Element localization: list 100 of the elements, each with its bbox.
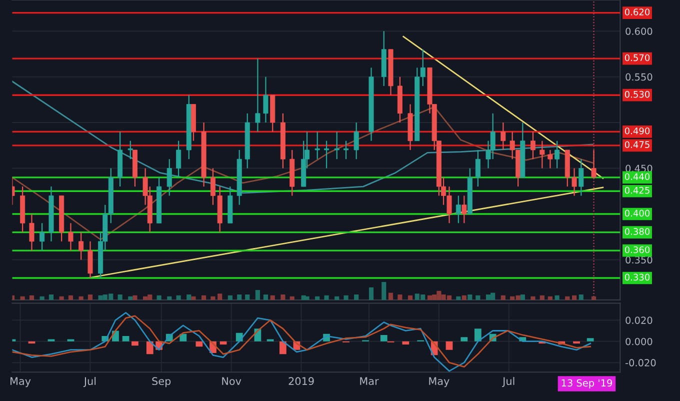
candlestick xyxy=(578,158,584,196)
candlestick xyxy=(344,140,349,160)
candlestick xyxy=(128,140,133,160)
y-tick-label: 0.020 xyxy=(626,316,652,324)
bar xyxy=(279,341,286,354)
candlestick xyxy=(324,140,330,169)
bar xyxy=(402,341,410,345)
bar xyxy=(474,328,482,342)
x-tick-label: Jul xyxy=(502,376,514,387)
bar xyxy=(245,294,250,300)
bar xyxy=(156,295,162,300)
bar xyxy=(380,334,388,342)
ref-line-label: 0.475 xyxy=(624,141,650,148)
bar xyxy=(578,294,584,300)
bar xyxy=(427,295,432,300)
bar xyxy=(460,337,468,342)
ref-line-label: 0.570 xyxy=(624,54,650,62)
bar xyxy=(398,294,402,300)
bar xyxy=(143,296,148,300)
ref-line-label: 0.400 xyxy=(624,210,650,217)
candlestick xyxy=(255,58,260,132)
candlestick xyxy=(29,213,34,252)
bar xyxy=(462,295,466,300)
candlestick xyxy=(263,76,268,124)
candlestick xyxy=(591,149,596,178)
ref-line-label: 0.330 xyxy=(624,274,650,281)
bar xyxy=(280,294,286,300)
bar xyxy=(88,294,93,300)
bar xyxy=(128,296,133,300)
candlestick xyxy=(456,195,461,224)
bar xyxy=(586,338,594,342)
bar xyxy=(132,341,138,346)
bar xyxy=(565,296,570,300)
bar xyxy=(146,341,154,354)
bar xyxy=(334,296,340,300)
candlestick xyxy=(548,149,553,169)
ref-line-label: 0.490 xyxy=(624,127,650,134)
x-tick-label: May xyxy=(10,377,31,388)
bar xyxy=(263,294,268,300)
bar xyxy=(368,287,374,300)
bar xyxy=(118,294,122,300)
bar xyxy=(591,296,596,300)
x-tick-label: May xyxy=(429,377,450,388)
candlestick xyxy=(354,122,359,160)
candlestick xyxy=(554,140,560,169)
y-tick-label: -0.020 xyxy=(625,359,656,366)
bar xyxy=(540,295,544,300)
bar xyxy=(486,294,491,300)
x-tick-label: Mar xyxy=(360,377,379,386)
bar xyxy=(270,295,275,300)
ref-line-label: 0.620 xyxy=(624,8,650,16)
x-tick-label: Jul xyxy=(83,376,96,387)
text: 13 Sep '19 xyxy=(562,379,612,388)
bar xyxy=(191,296,196,300)
candlestick xyxy=(540,140,545,169)
bar xyxy=(500,295,506,300)
bar xyxy=(202,295,206,300)
bar xyxy=(132,295,138,300)
candlestick xyxy=(166,158,172,196)
bar xyxy=(315,296,320,300)
candlestick xyxy=(475,149,480,188)
ref-line-label: 0.440 xyxy=(624,173,650,180)
ref-line-label: 0.530 xyxy=(624,90,650,98)
candlestick xyxy=(88,240,93,279)
line-series xyxy=(12,106,594,240)
bar xyxy=(324,295,329,300)
ref-line-label: 0.425 xyxy=(624,186,650,194)
bar xyxy=(530,296,536,300)
bar xyxy=(40,296,44,300)
bar xyxy=(554,295,560,300)
bar xyxy=(20,296,25,300)
bar xyxy=(388,292,394,300)
candlestick xyxy=(314,131,320,160)
candlestick xyxy=(530,131,536,160)
bar xyxy=(210,296,216,300)
bar xyxy=(29,295,34,300)
x-tick-label: 2019 xyxy=(288,377,314,386)
bar xyxy=(237,294,242,300)
bar xyxy=(354,294,359,300)
bar xyxy=(78,296,84,300)
candlestick xyxy=(176,140,182,178)
bar xyxy=(408,295,413,300)
bar xyxy=(255,290,260,300)
candlestick xyxy=(40,222,45,252)
bar xyxy=(218,294,222,300)
bar xyxy=(520,294,525,300)
ref-line-label: 0.360 xyxy=(624,246,650,254)
x-tick-label: Nov xyxy=(222,377,242,386)
ref-line-label: 0.380 xyxy=(624,228,650,235)
y-tick-label: 0.000 xyxy=(626,338,652,346)
bar xyxy=(59,296,64,300)
bar xyxy=(476,295,480,300)
bar xyxy=(304,296,310,300)
bar xyxy=(548,296,552,300)
bar xyxy=(446,341,453,350)
bar xyxy=(228,295,232,300)
bar xyxy=(456,296,461,300)
bar xyxy=(176,295,181,300)
bar xyxy=(186,294,192,300)
bar xyxy=(468,294,472,300)
